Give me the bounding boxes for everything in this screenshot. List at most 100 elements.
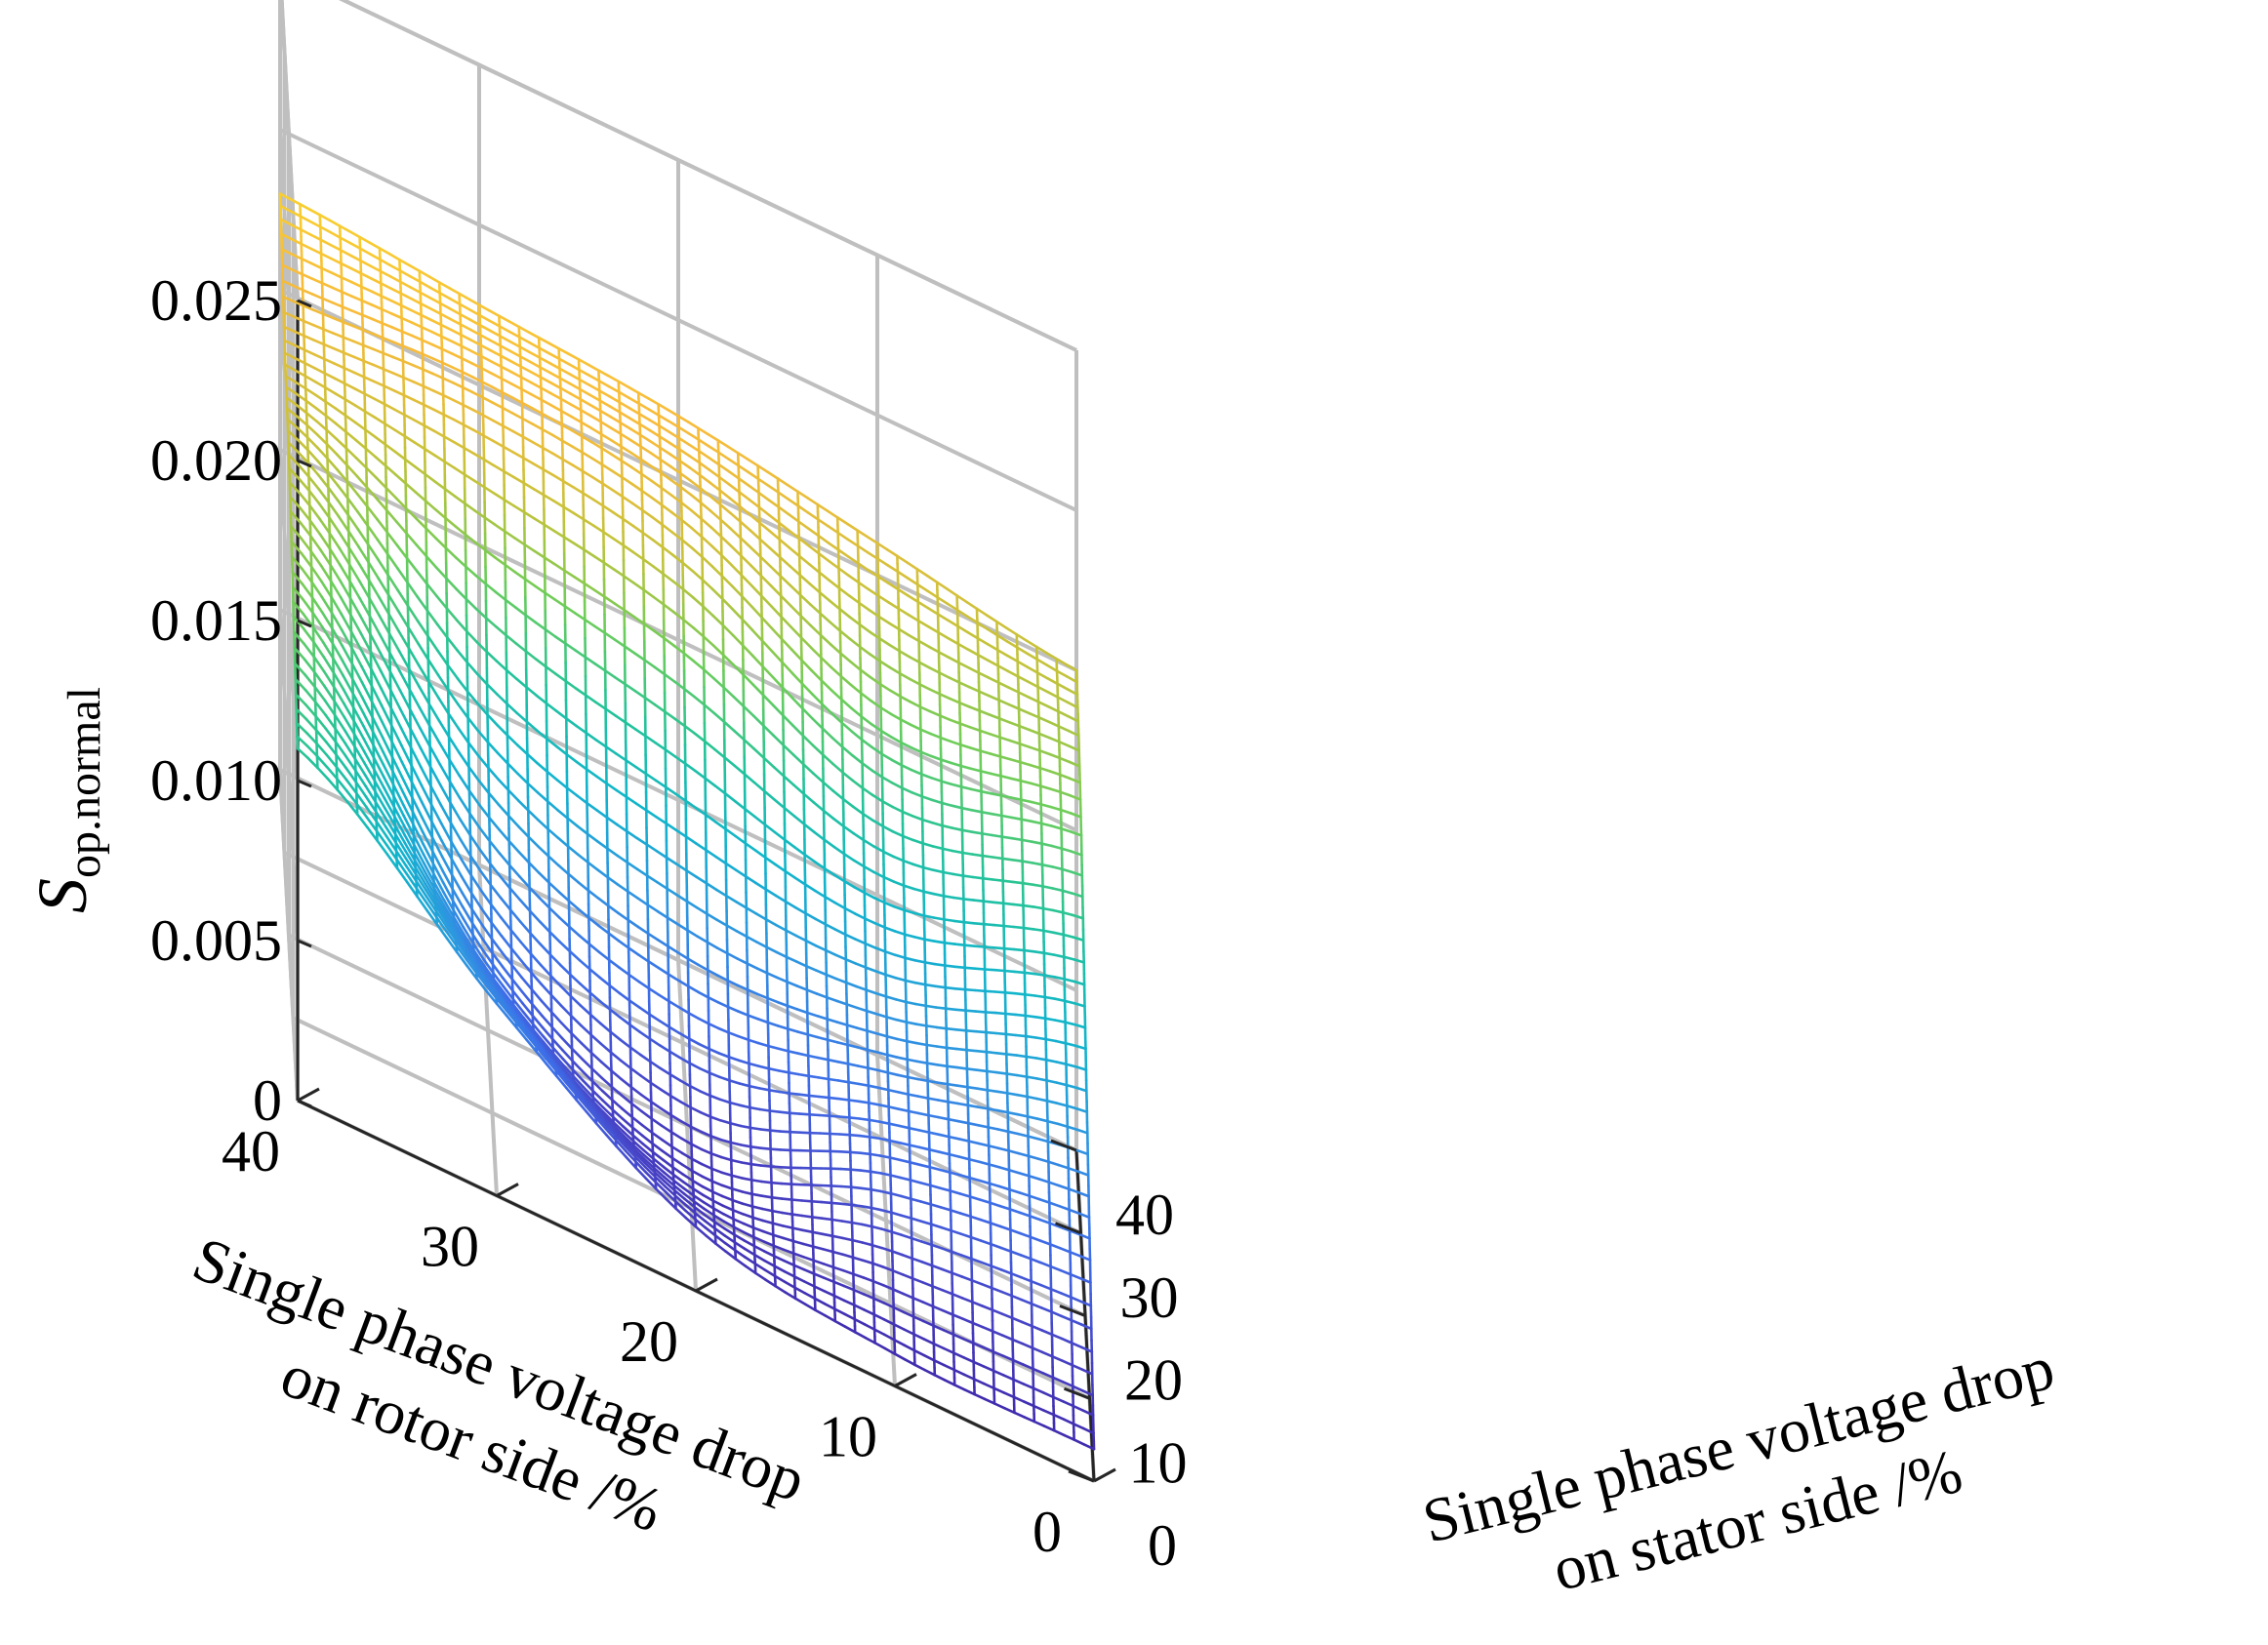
mesh-line-stator — [824, 948, 837, 957]
mesh-line-stator — [502, 984, 515, 1001]
mesh-line-stator — [776, 477, 790, 487]
mesh-line-stator — [587, 889, 600, 900]
mesh-line-stator — [843, 879, 856, 889]
mesh-line-stator — [738, 1082, 751, 1088]
mesh-line-stator — [530, 393, 544, 402]
mesh-line-stator — [535, 694, 548, 705]
mesh-line-stator — [587, 363, 600, 373]
mesh-line-stator — [319, 564, 333, 582]
mesh-line-stator — [541, 412, 553, 421]
mesh-line-stator — [602, 530, 615, 541]
mesh-line-stator — [553, 1063, 567, 1078]
mesh-line-stator — [853, 912, 867, 920]
mesh-line-stator — [912, 911, 926, 917]
mesh-line-stator — [729, 1141, 743, 1146]
mesh-line-stator — [804, 911, 818, 921]
mesh-line-stator — [426, 680, 440, 700]
mesh-line-stator — [528, 909, 542, 924]
mesh-line-stator — [799, 636, 813, 650]
mesh-line-stator — [370, 290, 384, 298]
mesh-line-stator — [784, 900, 797, 909]
mesh-line-stator — [408, 707, 422, 730]
mesh-line-stator — [561, 458, 575, 467]
mesh-line-stator — [911, 838, 924, 845]
mesh-line-stator — [718, 502, 732, 515]
mesh-line-stator — [744, 875, 757, 885]
mesh-line-stator — [766, 1021, 780, 1027]
mesh-line-stator — [827, 1058, 840, 1063]
mesh-line-stator — [682, 652, 696, 663]
mesh-line-stator — [589, 426, 603, 436]
mesh-line-stator — [366, 524, 380, 542]
mesh-line-stator — [286, 429, 300, 442]
mesh-line-stator — [462, 925, 475, 945]
mesh-line-stator — [911, 790, 924, 798]
mesh-line-stator — [321, 640, 335, 661]
mesh-line-stator — [824, 923, 837, 932]
mesh-line-stator — [934, 984, 948, 989]
mesh-line-stator — [1045, 651, 1058, 661]
mesh-line-stator — [500, 934, 513, 950]
mesh-line-stator — [743, 773, 756, 784]
mesh-line-stator — [415, 543, 428, 558]
mesh-line-stator — [524, 614, 538, 624]
mesh-line-stator — [547, 881, 561, 894]
mesh-line-stator — [839, 652, 852, 663]
mesh-line-stator — [538, 356, 551, 365]
mesh-line-stator — [377, 595, 390, 616]
mesh-line-stator — [813, 889, 827, 899]
mesh-line-stator — [503, 994, 516, 1011]
mesh-line-stator — [442, 890, 455, 911]
mesh-line-stator — [839, 674, 853, 687]
mesh-line-stator — [506, 814, 520, 828]
mesh-line-stator — [879, 705, 893, 716]
mesh-line-stator — [801, 734, 815, 747]
mesh-line-stator — [558, 367, 572, 376]
mesh-line-stator — [460, 333, 472, 341]
mesh-line-stator — [385, 853, 399, 870]
mesh-line-stator — [307, 503, 321, 521]
mesh-line-stator — [540, 983, 553, 997]
mesh-line-stator — [395, 858, 409, 875]
mesh-line-stator — [297, 463, 310, 478]
mesh-line-stator — [807, 544, 821, 555]
mesh-line-stator — [400, 776, 414, 799]
mesh-line-stator — [535, 729, 548, 741]
mesh-line-stator — [411, 810, 425, 833]
mesh-line-stator — [846, 555, 860, 565]
mesh-line-stator — [401, 359, 415, 367]
grid-line-y-floor — [477, 864, 499, 1196]
mesh-line-stator — [625, 829, 638, 840]
mesh-line-stator — [979, 770, 992, 776]
mesh-line-stator — [756, 1041, 770, 1048]
mesh-line-stator — [696, 963, 709, 972]
mesh-line-stator — [1025, 639, 1038, 649]
mesh-line-stator — [1005, 626, 1019, 636]
mesh-line-stator — [578, 958, 591, 971]
mesh-line-stator — [431, 871, 445, 894]
mesh-line-stator — [668, 453, 682, 462]
mesh-line-stator — [1038, 748, 1051, 756]
mesh-line-stator — [405, 556, 419, 573]
mesh-line-stator — [339, 596, 352, 617]
mesh-line-stator — [435, 923, 449, 941]
mesh-line-stator — [1017, 707, 1031, 715]
mesh-line-stator — [1020, 838, 1033, 844]
mesh-line-stator — [358, 247, 372, 256]
mesh-line-stator — [657, 966, 670, 976]
mesh-line-stator — [790, 671, 804, 685]
mesh-line-stator — [570, 415, 584, 424]
mesh-line-stator — [313, 367, 327, 375]
mesh-line-stator — [1028, 745, 1041, 752]
mesh-line-stator — [916, 619, 930, 628]
mesh-line-stator — [679, 1119, 693, 1129]
mesh-line-stator — [560, 1036, 574, 1051]
mesh-line-stator — [762, 789, 776, 801]
mesh-line-stator — [668, 999, 680, 1009]
mesh-line-stator — [334, 741, 347, 758]
mesh-line-stator — [639, 458, 653, 468]
mesh-line-stator — [317, 487, 331, 504]
mesh-line-stator — [448, 297, 462, 306]
mesh-line-stator — [477, 303, 491, 312]
mesh-line-stator — [297, 451, 310, 464]
